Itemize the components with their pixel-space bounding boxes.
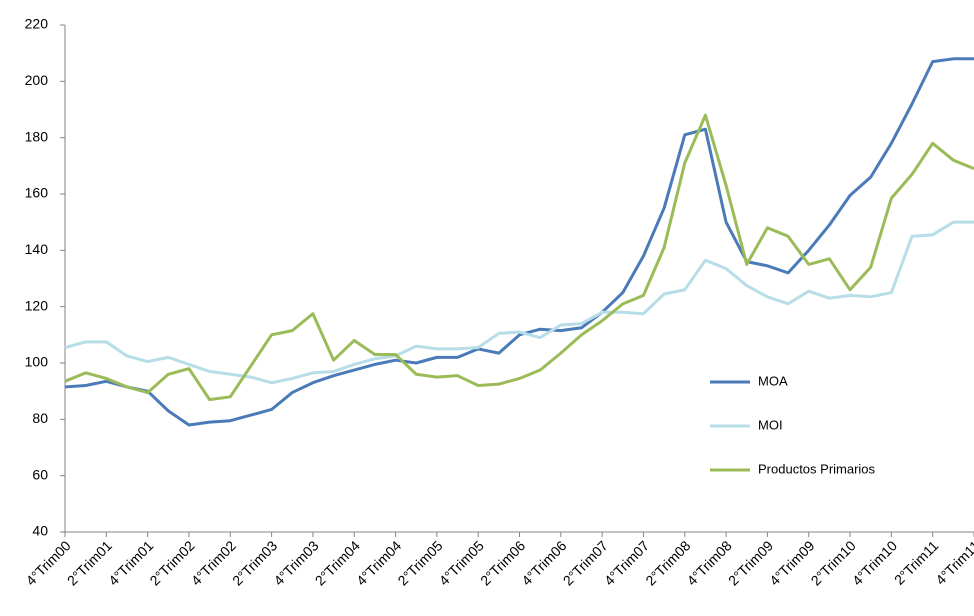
series-line [64,220,974,385]
y-tick-label: 160 [25,185,49,201]
legend-label: MOI [758,417,783,432]
series-line [64,113,974,402]
y-tick-label: 140 [25,241,49,257]
y-tick-label: 200 [25,72,49,88]
x-tick-label: 4°Trim11 [932,537,974,588]
y-tick-label: 120 [25,297,49,313]
x-tick-label: 4°Trim10 [849,537,900,588]
legend-label: MOA [758,373,788,388]
y-tick-label: 180 [25,128,49,144]
series-line [64,57,974,427]
y-tick-label: 80 [32,410,48,426]
x-tick-label: 2°Trim11 [891,537,942,588]
y-tick-label: 60 [32,466,48,482]
y-tick-label: 100 [25,354,49,370]
y-tick-label: 40 [32,523,48,539]
legend-label: Productos Primarios [758,461,876,476]
y-tick-label: 220 [25,16,49,32]
